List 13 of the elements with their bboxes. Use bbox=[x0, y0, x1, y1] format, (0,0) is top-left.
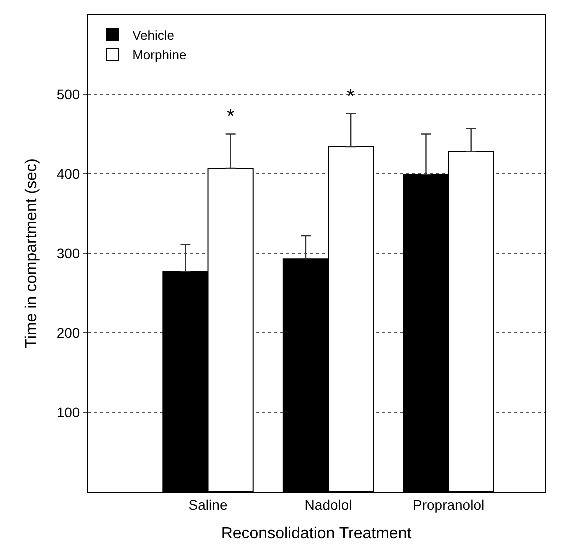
y-tick-label: 200 bbox=[56, 324, 80, 341]
y-tick-label: 400 bbox=[56, 166, 80, 182]
annotation: * bbox=[227, 106, 235, 128]
x-tick-label: Nadolol bbox=[304, 496, 352, 513]
y-tick-label: 100 bbox=[56, 404, 80, 420]
y-tick-label: 300 bbox=[56, 245, 80, 262]
y-axis-title: Time in compartment (sec) bbox=[24, 158, 41, 348]
legend-label: Morphine bbox=[132, 48, 187, 63]
y-tick-label: 500 bbox=[56, 86, 80, 102]
x-tick-label: Propranolol bbox=[412, 496, 485, 513]
x-axis-title: Reconsolidation Treatment bbox=[221, 526, 412, 542]
x-tick-label: Saline bbox=[188, 496, 228, 513]
legend-label: Vehicle bbox=[132, 28, 174, 43]
